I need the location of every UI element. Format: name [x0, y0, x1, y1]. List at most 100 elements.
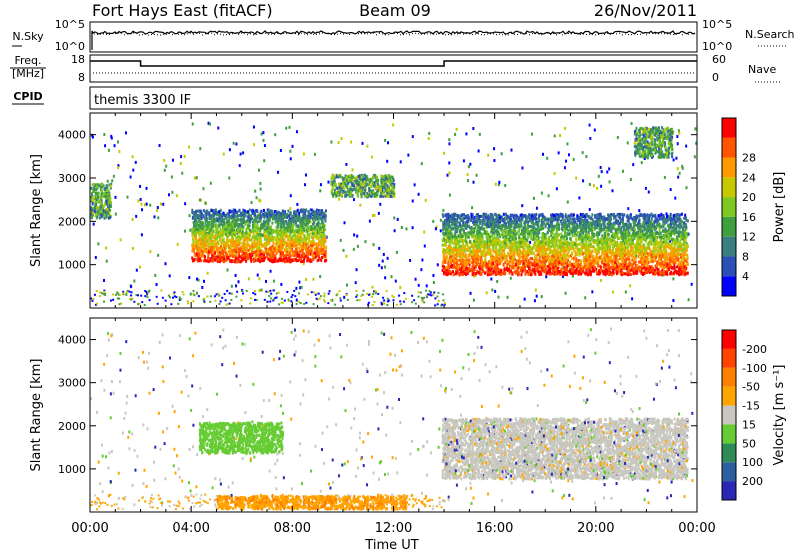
- power-cell: [538, 253, 541, 257]
- power-cell: [307, 252, 310, 256]
- power-cell: [321, 218, 324, 222]
- power-cell: [647, 261, 650, 265]
- power-cell: [273, 247, 276, 251]
- power-cell: [248, 253, 251, 257]
- power-cell: [257, 246, 260, 250]
- power-cell: [202, 209, 205, 213]
- power-scatter-low: [193, 294, 196, 297]
- power-cell: [238, 254, 241, 258]
- power-scatter: [695, 141, 698, 145]
- power-cell: [311, 229, 314, 233]
- power-scatter-low: [380, 303, 383, 306]
- power-cell: [311, 218, 314, 222]
- power-scatter-low: [138, 302, 141, 305]
- power-scatter: [368, 219, 371, 223]
- power-scatter-low: [312, 303, 315, 306]
- power-cell: [299, 258, 302, 262]
- power-cell: [198, 216, 201, 220]
- power-cell: [266, 254, 269, 258]
- power-cell: [221, 233, 224, 237]
- power-scatter: [153, 215, 156, 219]
- power-cell: [296, 252, 299, 256]
- power-cell: [446, 256, 449, 260]
- power-cell: [598, 269, 601, 273]
- power-cell: [243, 209, 246, 213]
- power-cell: [248, 220, 251, 224]
- power-scatter: [319, 274, 322, 278]
- power-cell: [304, 254, 307, 258]
- power-cell: [236, 222, 239, 226]
- power-scatter-low: [225, 303, 228, 306]
- power-scatter-low: [391, 294, 394, 297]
- power-scatter: [381, 259, 384, 263]
- power-cell: [489, 266, 492, 270]
- power-scatter: [176, 242, 179, 246]
- power-cell: [236, 214, 239, 218]
- power-scatter-low: [421, 298, 424, 301]
- power-scatter: [420, 162, 423, 166]
- power-scatter: [487, 153, 490, 157]
- power-scatter: [694, 127, 697, 131]
- power-scatter-low: [269, 300, 272, 303]
- power-scatter: [612, 290, 615, 294]
- power-cell: [252, 209, 255, 213]
- power-scatter: [672, 299, 675, 303]
- power-cell: [519, 213, 522, 217]
- power-cell: [309, 212, 312, 216]
- power-scatter: [545, 275, 548, 279]
- power-cell: [674, 222, 677, 226]
- power-scatter: [164, 262, 167, 266]
- power-cell: [276, 249, 279, 253]
- power-cell: [284, 246, 287, 250]
- power-cell: [228, 210, 231, 214]
- power-cell: [282, 253, 285, 257]
- power-scatter: [494, 182, 497, 186]
- power-scatter: [145, 186, 148, 190]
- power-cell: [268, 253, 271, 257]
- power-cell: [294, 231, 297, 235]
- power-cell: [598, 227, 601, 231]
- power-cell: [232, 232, 235, 236]
- power-scatter-low: [366, 292, 369, 295]
- power-scatter: [493, 159, 496, 163]
- power-scatter: [117, 140, 120, 144]
- power-cell: [293, 250, 296, 254]
- power-scatter-low: [230, 298, 233, 301]
- power-cell: [213, 235, 216, 239]
- power-scatter: [180, 155, 183, 159]
- power-cell: [221, 219, 224, 223]
- power-cell: [252, 233, 255, 237]
- power-cell: [306, 251, 309, 255]
- power-cell: [307, 233, 310, 237]
- power-cell: [497, 236, 500, 240]
- power-scatter-low: [144, 295, 147, 298]
- power-cell: [242, 208, 245, 212]
- power-cell: [324, 209, 327, 213]
- power-cell: [308, 216, 311, 220]
- power-scatter-low: [90, 297, 93, 300]
- power-scatter: [578, 196, 581, 200]
- power-cell: [569, 244, 572, 248]
- power-cell: [292, 253, 295, 257]
- power-cell: [275, 242, 278, 246]
- power-scatter: [690, 282, 693, 286]
- power-cell: [633, 228, 636, 232]
- power-cell: [265, 235, 268, 239]
- power-cell: [198, 214, 201, 218]
- power-cell: [298, 238, 301, 242]
- power-scatter: [423, 244, 426, 248]
- power-cell: [201, 221, 204, 225]
- power-scatter-low: [291, 293, 294, 296]
- power-cell: [322, 255, 325, 259]
- power-cell: [686, 233, 689, 237]
- power-cell: [228, 215, 231, 219]
- power-cell: [307, 210, 310, 214]
- power-cell: [296, 208, 299, 212]
- power-cell: [486, 273, 489, 277]
- nave-label: Nave: [748, 63, 776, 76]
- power-scatter: [687, 298, 690, 302]
- power-scatter: [466, 179, 469, 183]
- power-scatter: [279, 149, 282, 153]
- power-cell: [292, 218, 295, 222]
- power-cell: [477, 218, 480, 222]
